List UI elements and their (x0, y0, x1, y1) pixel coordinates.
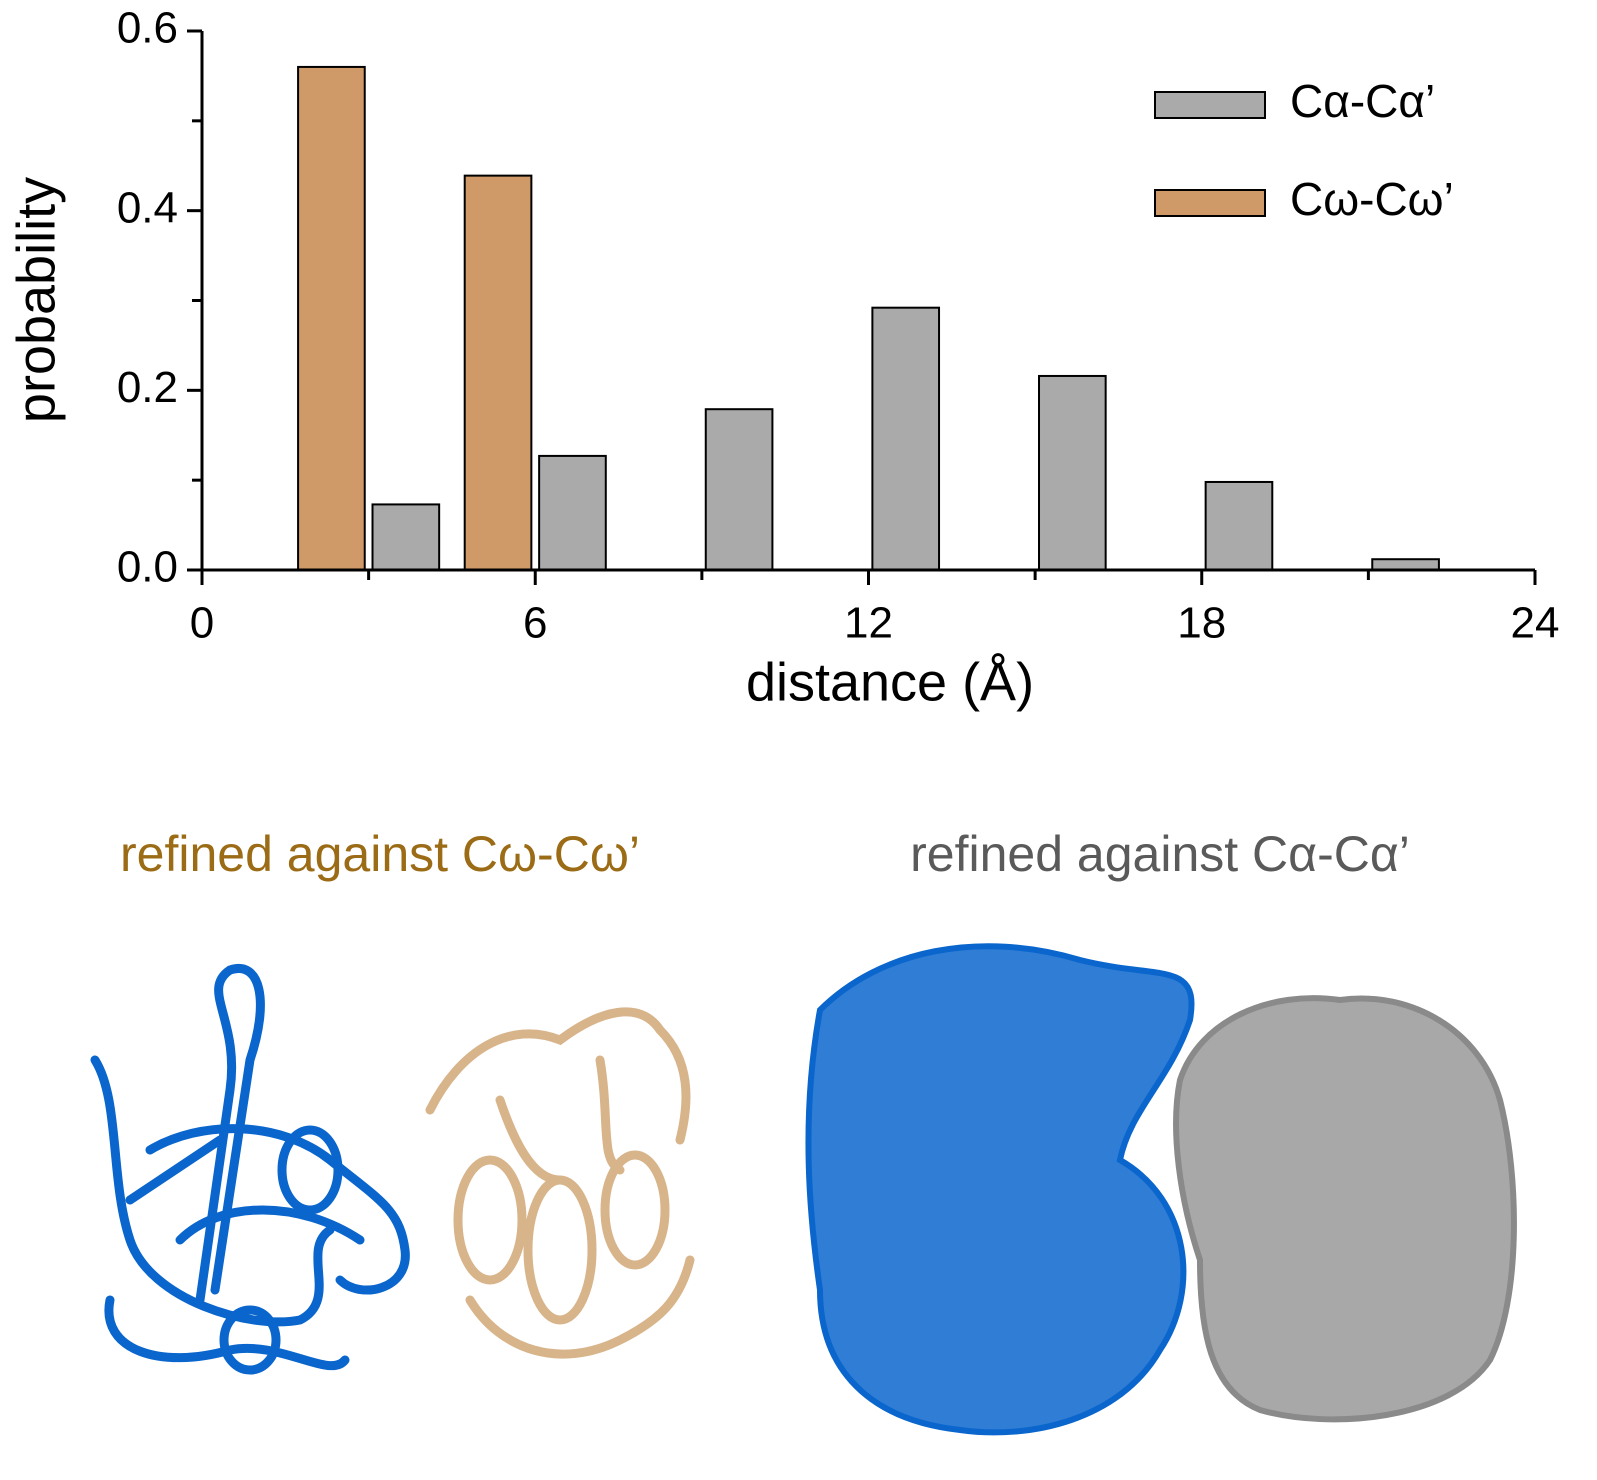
x-tick-label: 6 (523, 599, 547, 648)
x-tick-label: 12 (844, 599, 893, 648)
x-tick-label: 18 (1177, 599, 1226, 648)
bar (463, 174, 533, 572)
bar (297, 65, 366, 572)
y-axis-title: probability (6, 177, 66, 423)
protein-tan-left (425, 1007, 695, 1359)
bar (871, 306, 941, 571)
bar (1038, 374, 1107, 571)
x-axis-title: distance (Å) (746, 652, 1034, 712)
bar (704, 408, 774, 571)
x-tick-label: 24 (1511, 599, 1560, 648)
legend-swatch (1154, 91, 1266, 119)
panel-title: refined against Cω-Cω’ (120, 826, 640, 882)
bar (1371, 558, 1440, 571)
y-tick-label: 0.0 (117, 543, 178, 592)
x-tick-label: 0 (190, 599, 214, 648)
panel-title: refined against Cα-Cα’ (910, 826, 1410, 882)
bar (1204, 480, 1274, 572)
y-tick-label: 0.6 (117, 4, 178, 53)
protein-blue-right (805, 943, 1195, 1436)
legend-swatch (1154, 189, 1266, 217)
protein-blue-left (90, 964, 410, 1375)
legend-label: Cα-Cα’ (1290, 75, 1435, 127)
bar (371, 503, 441, 571)
protein-gray-right (1173, 995, 1517, 1423)
y-tick-label: 0.2 (117, 363, 178, 412)
bar (538, 454, 607, 571)
y-tick-label: 0.4 (117, 183, 178, 232)
legend-label: Cω-Cω’ (1290, 173, 1454, 225)
